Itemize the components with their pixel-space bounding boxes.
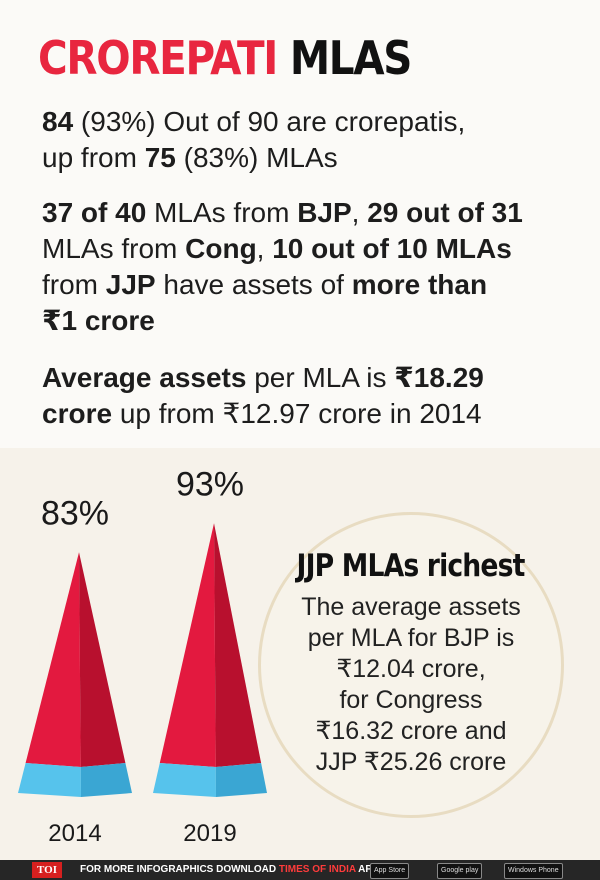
p2-bold-2: BJP [297,197,352,228]
toi-logo: TOI [32,862,62,878]
p3-text-1: per MLA is [246,362,395,393]
p1-text-1: (93%) Out of 90 are crorepatis, [73,106,466,137]
callout-body: The average assets per MLA for BJP is ₹1… [301,593,521,776]
party-wise-paragraph: 37 of 40 MLAs from BJP, 29 out of 31 MLAs… [42,195,523,339]
crorepati-count-paragraph: 84 (93%) Out of 90 are crorepatis, up fro… [42,104,465,176]
average-assets-paragraph: Average assets per MLA is ₹18.29 crore up… [42,360,484,432]
footer-text-brand: TIMES OF INDIA [278,864,356,875]
p2-bold-3: 29 out of 31 [367,197,523,228]
p2-text-6: have assets of [155,269,352,300]
p3-bold-1: Average assets [42,362,247,393]
crorepati-share-chart: 83% 2014 93% 2019 [0,448,300,860]
pyramid-2014-base-front [18,763,81,797]
p2-bold-1: 37 of 40 [42,197,147,228]
chart-svg: 83% 2014 93% 2019 [18,465,267,847]
category-label-2019: 2019 [183,820,236,847]
top-panel [0,0,600,448]
footer-text-end: APP [355,864,379,875]
p2-bold-6: JJP [105,269,156,300]
pyramid-2014-side [79,552,126,767]
p3-bold-3: crore [42,398,113,429]
value-label-2014: 83% [41,494,109,532]
p2-text-5: from [42,269,106,300]
pyramid-2019-base-side [215,763,267,797]
p3-text-2: up from ₹12.97 crore in 2014 [112,398,482,429]
pyramid-2014-base-side [80,763,132,797]
p2-bold-7: more than [351,269,488,300]
category-label-2014: 2014 [48,820,101,847]
p2-bold-5: 10 out of 10 MLAs [272,233,512,264]
p2-bold-8: ₹1 crore [42,305,155,336]
callout-title-text: JJP MLAs richest [297,548,526,584]
app-store-badge[interactable]: App Store [370,863,410,879]
footer-message: FOR MORE INFOGRAPHICS DOWNLOAD TIMES OF … [80,860,379,880]
p1-bold-1: 84 [42,106,74,137]
p2-text-3: MLAs from [42,233,186,264]
callout-title: JJP MLAs richest [258,548,564,584]
p1-bold-2: 75 [144,142,176,173]
value-label-2019: 93% [176,465,244,503]
p2-text-1: MLAs from [146,197,298,228]
p2-bold-4: Cong [185,233,257,264]
headline-red: CROREPATI [38,31,278,85]
callout-circle [258,512,564,818]
footer-bar: TOI FOR MORE INFOGRAPHICS DOWNLOAD TIMES… [0,860,600,880]
p3-bold-2: ₹18.29 [394,362,484,393]
pyramid-2014-front [25,552,81,767]
windows-phone-badge[interactable]: Windows Phone [504,863,563,879]
p2-text-2: , [351,197,368,228]
headline: CROREPATI MLAS [38,28,413,88]
pyramid-2019-side [214,523,262,767]
p2-text-4: , [256,233,273,264]
pyramid-2019-base-front [153,763,216,797]
pyramid-2019-front [159,523,216,767]
p1-text-3: (83%) MLAs [175,142,338,173]
p1-text-2: up from [42,142,145,173]
footer-text-white: FOR MORE INFOGRAPHICS DOWNLOAD [80,864,279,875]
google-play-badge[interactable]: Google play [437,863,483,879]
headline-black: MLAS [289,31,413,85]
